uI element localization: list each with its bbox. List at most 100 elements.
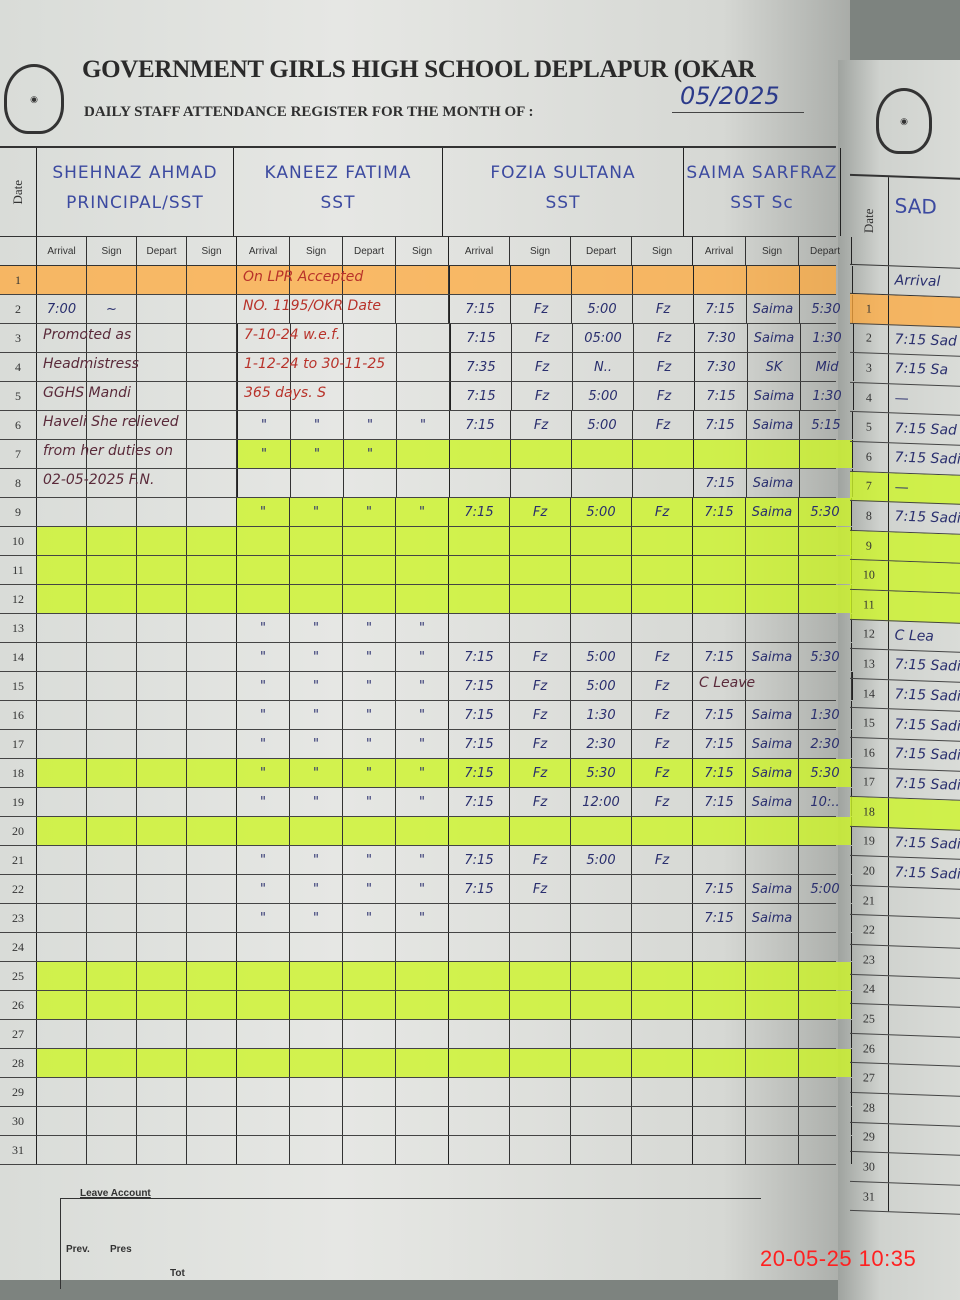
attendance-cell (510, 1020, 571, 1048)
attendance-cell (87, 1049, 137, 1077)
attendance-cell (137, 295, 187, 323)
attendance-cell (87, 353, 137, 381)
attendance-cell (37, 353, 87, 381)
subheader-depart: Depart (137, 237, 187, 265)
school-crest-icon: ◉ (876, 88, 932, 154)
attendance-cell: 7:15 Sadia 1:3 (894, 716, 960, 736)
attendance-cell (37, 991, 87, 1019)
attendance-cell (37, 817, 87, 845)
attendance-cell (747, 440, 800, 468)
attendance-cell: 5:30 (810, 649, 840, 665)
attendance-cell (37, 962, 87, 990)
attendance-cell (449, 585, 510, 613)
attendance-cell (37, 527, 87, 555)
attendance-cell (37, 643, 87, 671)
attendance-cell (344, 353, 397, 381)
row-date: 15 (0, 672, 37, 700)
attendance-cell (449, 1107, 510, 1135)
attendance-cell: " (343, 846, 396, 874)
table-row: 15 " " " " 7:15 Fz 5:00 Fz C Leave (0, 672, 853, 701)
attendance-cell (799, 527, 851, 555)
attendance-group (37, 585, 237, 613)
attendance-group: 7:00 ~ (37, 295, 237, 323)
attendance-cell (187, 295, 236, 323)
attendance-cell (344, 469, 397, 497)
attendance-cell (693, 1078, 746, 1106)
attendance-cell (799, 904, 851, 932)
attendance-group (37, 556, 237, 584)
attendance-cell (187, 788, 236, 816)
attendance-cell (449, 527, 510, 555)
attendance-group: 7:15 Fz 5:30 Fz (449, 759, 693, 787)
attendance-cell (87, 556, 137, 584)
attendance-cell (343, 266, 396, 294)
attendance-cell (237, 556, 290, 584)
attendance-group (449, 904, 693, 932)
attendance-cell (800, 440, 852, 468)
attendance-cell: 7:15 (449, 846, 510, 874)
attendance-group (237, 933, 449, 961)
attendance-cell (449, 1020, 510, 1048)
attendance-cell (87, 643, 137, 671)
table-row: 16 " " " " 7:15 Fz 1:30 Fz 7:15 Saima 1:30 (0, 701, 852, 730)
attendance-cell: 1:30 (812, 388, 842, 404)
attendance-cell (511, 266, 572, 294)
attendance-cell: 7:15 Sadia 1:30 (894, 834, 960, 854)
attendance-cell: Fz (654, 794, 670, 810)
attendance-group: 7:15 Fz 2:30 Fz (449, 730, 693, 758)
table-row: 14 " " " " 7:15 Fz 5:00 Fz 7:15 Saima 5:30 (0, 643, 852, 672)
attendance-group (449, 962, 693, 990)
handwritten-note: 7-10-24 w.e.f. (244, 327, 341, 343)
attendance-cell: Fz (510, 759, 571, 787)
table-row: 25 (850, 1004, 960, 1038)
attendance-cell (694, 440, 747, 468)
table-row: 31 (0, 1136, 852, 1165)
attendance-group (37, 701, 237, 729)
attendance-cell: " (344, 440, 397, 468)
row-date: 14 (0, 643, 37, 671)
attendance-cell: " (343, 875, 396, 903)
attendance-cell: Saima (748, 382, 801, 410)
attendance-cell: 7:15 (449, 643, 510, 671)
attendance-cell (799, 1136, 851, 1164)
attendance-cell (632, 527, 692, 555)
attendance-cell: " (290, 498, 343, 526)
attendance-group (237, 1107, 449, 1135)
month-field: 05/2025 (672, 82, 804, 113)
attendance-cell: 7:30 (695, 324, 748, 352)
attendance-cell (694, 266, 747, 294)
attendance-group (37, 846, 237, 874)
table-row: 7— (850, 471, 960, 506)
table-row: 31 (850, 1181, 960, 1216)
table-row: 8 7:15 Sadia (850, 501, 960, 535)
row-date: 22 (0, 875, 37, 903)
table-row: 12 (0, 585, 852, 614)
attendance-cell: " (291, 440, 344, 468)
table-row: 8 02-05-2025 F.N. 7:15 Saima (0, 469, 853, 498)
attendance-cell (37, 875, 87, 903)
attendance-group (237, 1020, 449, 1048)
attendance-group: 7:15 Fz 5:00 Fz (450, 411, 694, 439)
attendance-cell (450, 266, 511, 294)
row-date: 11 (850, 589, 889, 620)
attendance-cell (449, 556, 510, 584)
attendance-cell: " (290, 904, 343, 932)
attendance-cell (397, 382, 450, 410)
attendance-cell: 1:30 (812, 330, 842, 346)
attendance-cell (632, 962, 692, 990)
attendance-group: 1-12-24 to 30-11-25 (238, 353, 451, 381)
table-row: 21 " " " " 7:15 Fz 5:00 Fz (0, 846, 852, 875)
table-row: 4 Headmistress 1-12-24 to 30-11-25 7:35 Fz N.… (0, 353, 854, 382)
attendance-cell (450, 469, 511, 497)
table-row: 4— (850, 382, 960, 417)
attendance-cell: 7:15 Sadia (894, 508, 960, 528)
attendance-cell: Fz (654, 852, 670, 868)
attendance-cell: 5:00 (571, 846, 632, 874)
attendance-cell: 5:00 (572, 295, 633, 323)
attendance-cell (137, 266, 187, 294)
attendance-group (694, 266, 853, 294)
row-date: 26 (0, 991, 37, 1019)
attendance-cell (449, 1078, 510, 1106)
handwritten-note: Haveli She relieved (43, 414, 179, 430)
attendance-cell (37, 730, 87, 758)
